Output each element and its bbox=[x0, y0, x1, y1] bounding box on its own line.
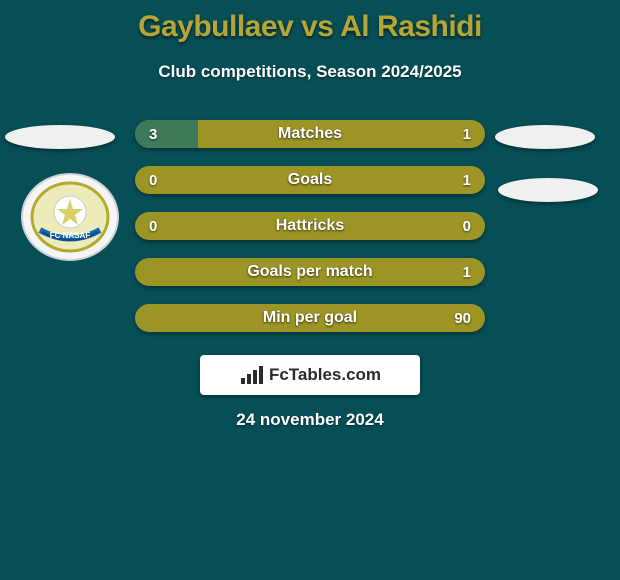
player-right-photo-placeholder bbox=[495, 125, 595, 149]
bar-value-right: 1 bbox=[463, 172, 471, 189]
date-label: 24 november 2024 bbox=[0, 410, 620, 430]
player-left-photo-placeholder bbox=[5, 125, 115, 149]
bar-label: Hattricks bbox=[135, 217, 485, 235]
club-left-badge: FC NASAF bbox=[20, 172, 120, 262]
club-right-logo-placeholder bbox=[498, 178, 598, 202]
bar-value-right: 1 bbox=[463, 126, 471, 143]
bar-label: Goals per match bbox=[135, 263, 485, 281]
page-title: Gaybullaev vs Al Rashidi bbox=[0, 0, 620, 44]
brand-box: FcTables.com bbox=[200, 355, 420, 395]
bar-label: Goals bbox=[135, 171, 485, 189]
bar-row: Min per goal90 bbox=[135, 304, 485, 332]
bar-value-right: 1 bbox=[463, 264, 471, 281]
brand-text: FcTables.com bbox=[269, 365, 381, 385]
bar-row: 0Hattricks0 bbox=[135, 212, 485, 240]
bar-label: Min per goal bbox=[135, 309, 485, 327]
bar-row: 3Matches1 bbox=[135, 120, 485, 148]
bar-value-right: 0 bbox=[463, 218, 471, 235]
subtitle: Club competitions, Season 2024/2025 bbox=[0, 62, 620, 82]
badge-text: FC NASAF bbox=[50, 231, 91, 240]
brand-icon bbox=[239, 364, 265, 386]
bar-row: 0Goals1 bbox=[135, 166, 485, 194]
bar-value-right: 90 bbox=[454, 310, 471, 327]
brand-label: FcTables.com bbox=[239, 364, 381, 386]
bar-label: Matches bbox=[135, 125, 485, 143]
bar-row: Goals per match1 bbox=[135, 258, 485, 286]
